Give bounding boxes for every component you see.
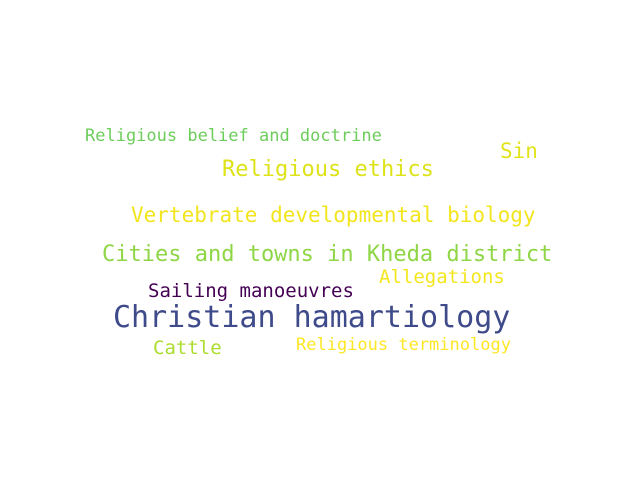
word-vertebrate-developmental-biology: Vertebrate developmental biology [131, 203, 536, 227]
word-sin: Sin [500, 139, 538, 163]
word-allegations: Allegations [379, 266, 505, 288]
word-cattle: Cattle [153, 337, 222, 359]
word-religious-terminology: Religious terminology [296, 335, 511, 355]
word-religious-belief-and-doctrine: Religious belief and doctrine [85, 126, 382, 146]
word-christian-hamartiology: Christian hamartiology [113, 300, 511, 335]
word-sailing-manoeuvres: Sailing manoeuvres [148, 280, 354, 302]
word-religious-ethics: Religious ethics [222, 157, 434, 182]
word-cities-and-towns-in-kheda-district: Cities and towns in Kheda district [102, 242, 553, 267]
